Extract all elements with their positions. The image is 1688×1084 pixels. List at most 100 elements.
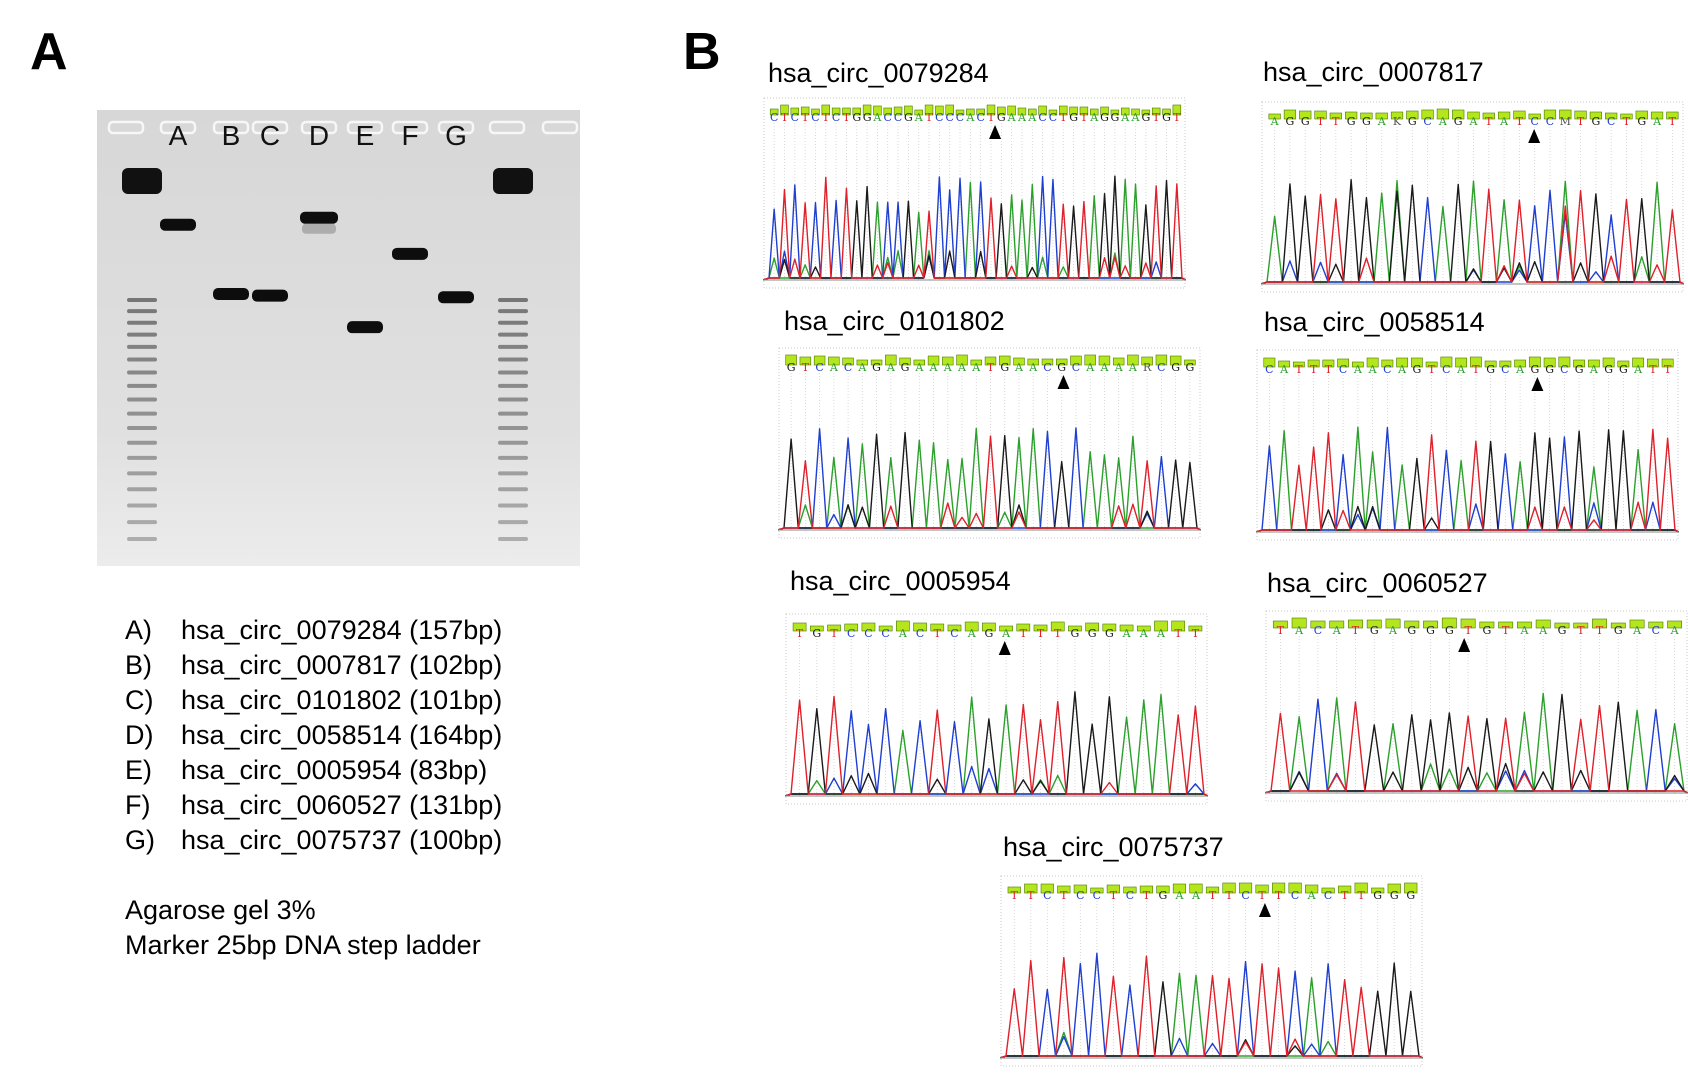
ladder-well-band <box>122 168 162 194</box>
quality-bar <box>1528 356 1541 368</box>
base-call: A <box>898 627 908 640</box>
base-call: G <box>1619 363 1628 376</box>
base-call: A <box>1469 115 1479 128</box>
trace-title: hsa_circ_0075737 <box>1003 832 1224 862</box>
quality-bar <box>1514 359 1527 368</box>
ladder-band <box>127 332 157 337</box>
quality-bar <box>1085 622 1099 632</box>
quality-bar <box>831 107 841 116</box>
quality-bar <box>1632 357 1645 368</box>
base-call: A <box>1028 361 1038 374</box>
base-call: T <box>1623 115 1631 128</box>
quality-bar <box>1016 623 1031 632</box>
quality-bar <box>1102 623 1117 632</box>
quality-bar <box>1151 107 1161 116</box>
ladder-band <box>498 370 528 375</box>
base-call: C <box>894 111 902 124</box>
lane-label: G <box>445 120 467 151</box>
lane-label: B <box>222 120 241 151</box>
quality-bar <box>1337 358 1350 368</box>
legend-key: G) <box>125 825 155 855</box>
base-call: A <box>1353 363 1363 376</box>
base-call: G <box>1406 889 1415 902</box>
trace-title: hsa_circ_0058514 <box>1264 307 1485 337</box>
base-call: G <box>901 361 910 374</box>
base-call: T <box>1325 363 1333 376</box>
base-call: G <box>1486 363 1495 376</box>
quality-bar <box>1123 886 1137 894</box>
chromatogram-peak-T <box>1000 955 1423 1059</box>
trace-title: hsa_circ_0101802 <box>784 306 1005 336</box>
quality-bar <box>1299 110 1312 120</box>
quality-bar <box>1467 111 1480 120</box>
quality-bar <box>964 621 979 632</box>
quality-bar <box>1169 355 1182 366</box>
sample-band <box>213 288 249 301</box>
quality-bar <box>999 625 1013 632</box>
junction-arrow-icon <box>1057 375 1070 389</box>
quality-bar <box>1404 620 1420 629</box>
ladder-band <box>127 298 157 302</box>
base-call: A <box>1388 624 1398 637</box>
quality-bar <box>1390 111 1404 120</box>
ladder-band <box>127 440 157 445</box>
base-call: C <box>1314 624 1322 637</box>
quality-bar <box>1574 110 1587 120</box>
base-call: A <box>967 627 977 640</box>
gel-concentration-note: Agarose gel 3% <box>125 895 316 925</box>
base-call: G <box>1347 115 1356 128</box>
base-call: C <box>1265 363 1273 376</box>
legend-row: F) hsa_circ_0060527 (131bp) <box>125 788 502 823</box>
base-call: K <box>1393 115 1402 128</box>
base-call: G <box>1412 363 1421 376</box>
legend-row: A) hsa_circ_0079284 (157bp) <box>125 613 502 648</box>
quality-bar <box>1119 624 1134 632</box>
base-call: A <box>914 111 924 124</box>
base-call: G <box>904 111 913 124</box>
base-call: G <box>1171 361 1180 374</box>
base-call: A <box>1014 361 1024 374</box>
quality-bar <box>1189 883 1203 894</box>
quality-bar <box>1288 882 1302 894</box>
base-call: C <box>1383 363 1391 376</box>
base-call: T <box>1143 889 1151 902</box>
ladder-band <box>498 298 528 302</box>
quality-bar <box>1106 884 1120 894</box>
quality-bar <box>1406 110 1419 120</box>
gel-well <box>488 120 526 135</box>
base-call: T <box>830 627 838 640</box>
base-call: A <box>1156 627 1166 640</box>
quality-bar <box>1410 357 1423 368</box>
quality-bar <box>997 106 1006 116</box>
ladder-band <box>498 440 528 445</box>
lane-label: D <box>309 120 329 151</box>
trace-frame <box>1265 610 1688 802</box>
quality-bar <box>1425 361 1438 368</box>
base-call: G <box>1362 115 1371 128</box>
quality-bar <box>1057 885 1071 894</box>
base-call: T <box>1341 889 1349 902</box>
base-call: A <box>1368 363 1378 376</box>
quality-bar <box>1629 619 1645 629</box>
base-call: T <box>1516 115 1524 128</box>
quality-bar <box>913 622 927 632</box>
base-call: G <box>1390 889 1399 902</box>
quality-bar <box>1139 885 1153 894</box>
legend-row: B) hsa_circ_0007817 (102bp) <box>125 648 502 683</box>
base-call: A <box>1670 624 1680 637</box>
base-call: T <box>925 111 933 124</box>
base-call: C <box>1076 889 1084 902</box>
lane-label: C <box>260 120 280 151</box>
base-call: M <box>1560 115 1571 128</box>
trace-frame <box>1256 349 1679 541</box>
base-call: T <box>1295 363 1303 376</box>
lane-label: E <box>356 120 375 151</box>
quality-bar <box>955 109 965 116</box>
quality-bar <box>1329 112 1342 120</box>
quality-bar <box>821 104 831 116</box>
quality-bar <box>893 106 903 116</box>
quality-bar <box>1499 360 1512 368</box>
legend-text: hsa_circ_0079284 (157bp) <box>181 615 503 645</box>
panel-b-label: B <box>683 23 721 81</box>
quality-bar <box>1070 355 1082 366</box>
